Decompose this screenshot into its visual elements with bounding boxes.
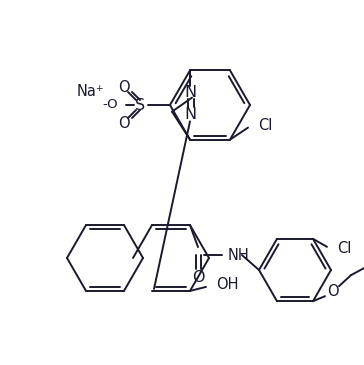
Text: O: O bbox=[327, 284, 339, 299]
Text: O: O bbox=[118, 115, 130, 131]
Text: -O: -O bbox=[102, 99, 118, 111]
Text: Na⁺: Na⁺ bbox=[76, 84, 104, 99]
Text: N: N bbox=[184, 85, 196, 100]
Text: S: S bbox=[135, 97, 145, 112]
Text: N: N bbox=[184, 107, 196, 122]
Text: Cl: Cl bbox=[337, 241, 351, 256]
Text: O: O bbox=[192, 270, 204, 285]
Text: OH: OH bbox=[216, 277, 238, 292]
Text: O: O bbox=[118, 80, 130, 95]
Text: Cl: Cl bbox=[258, 118, 272, 133]
Text: NH: NH bbox=[228, 247, 250, 262]
